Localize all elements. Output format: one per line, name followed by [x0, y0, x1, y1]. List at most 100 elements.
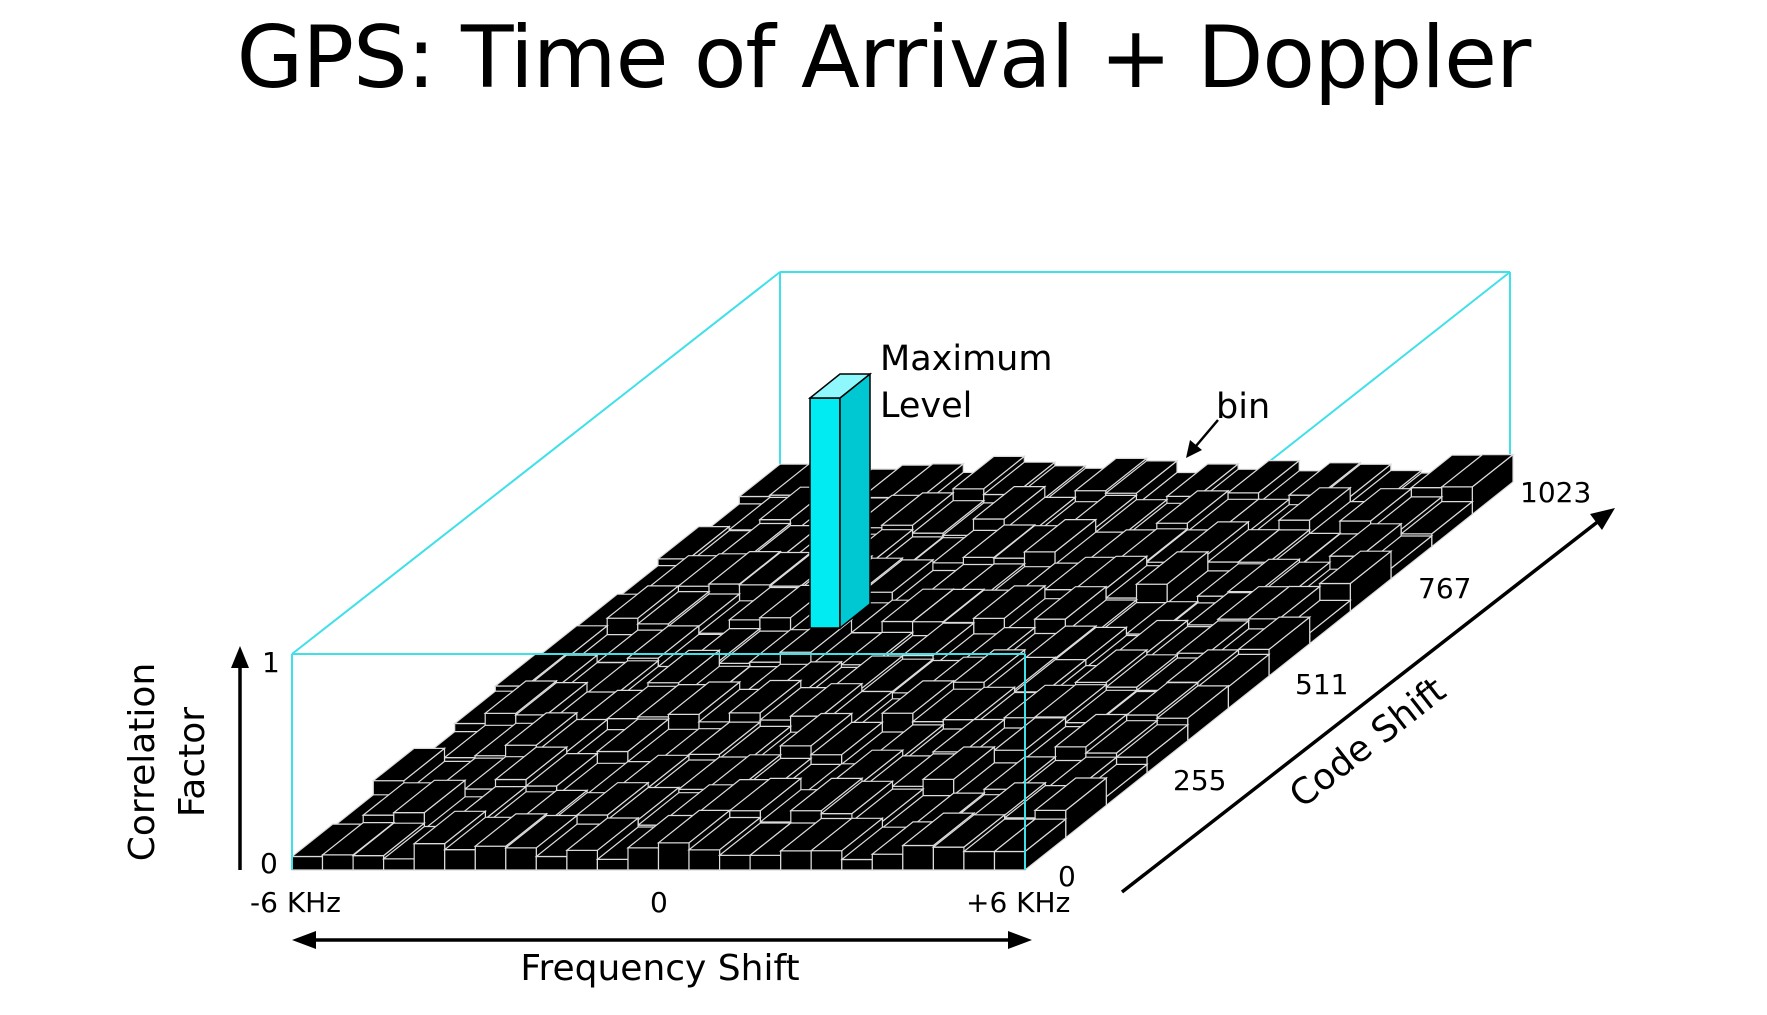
bin: [627, 847, 660, 871]
bin-grid: [290, 453, 1515, 872]
bin: [371, 747, 447, 782]
bin-label: bin: [1216, 387, 1270, 427]
correlation-tick-max: 1: [262, 646, 280, 679]
bin: [1084, 720, 1159, 754]
bin: [809, 721, 885, 756]
bin: [656, 809, 732, 844]
peak-bar: [807, 372, 873, 630]
bin: [1124, 682, 1200, 716]
bin: [493, 746, 569, 781]
bin: [291, 855, 324, 871]
bin: [788, 683, 864, 717]
bin: [657, 842, 690, 871]
frequency-tick-right: +6 KHz: [966, 886, 1070, 919]
bin: [636, 590, 711, 625]
bin: [383, 858, 415, 871]
bin: [666, 681, 742, 716]
bin: [900, 622, 976, 657]
bin: [320, 821, 396, 856]
bin: [605, 585, 681, 619]
bin: [1246, 585, 1322, 620]
bin: [941, 686, 1017, 721]
bin: [1104, 654, 1180, 688]
bin: [1114, 724, 1190, 758]
bin: [971, 486, 1047, 520]
bin: [880, 492, 955, 526]
bin: [871, 853, 904, 871]
bin: [1073, 649, 1149, 684]
bin: [921, 746, 997, 780]
bin: [1440, 454, 1515, 488]
frame-front: [291, 653, 1026, 870]
bin: [841, 858, 873, 871]
bin: [1033, 684, 1108, 718]
bin: [504, 814, 579, 849]
bin: [505, 847, 537, 871]
bin: [321, 854, 354, 871]
bin: [351, 822, 427, 857]
bin: [880, 680, 956, 714]
bin: [392, 779, 467, 814]
bin: [910, 588, 986, 623]
bin: [707, 550, 782, 585]
bin: [688, 849, 721, 871]
bin: [1073, 457, 1149, 492]
bin: [749, 854, 782, 871]
correlation-axis-label-line1: Correlation: [122, 663, 163, 862]
bin: [931, 718, 1007, 753]
bin: [901, 812, 976, 847]
bin: [1277, 487, 1352, 521]
bin: [1033, 777, 1109, 812]
bin: [778, 712, 854, 747]
bin: [780, 850, 812, 871]
bin: [1175, 620, 1251, 654]
bin: [963, 850, 996, 871]
correlation-tick-min: 0: [260, 847, 278, 880]
bin: [1155, 685, 1231, 719]
bin: [413, 842, 446, 871]
bin: [727, 679, 803, 714]
bin: [503, 712, 579, 746]
slide-title: GPS: Time of Arrival + Doppler: [236, 8, 1532, 108]
bin: [951, 455, 1027, 490]
bin: [412, 810, 488, 845]
peak-label-line1: Maximum: [880, 339, 1052, 379]
bin: [1155, 490, 1230, 524]
bin: [565, 817, 640, 851]
bin: [819, 780, 895, 815]
bin: [910, 500, 986, 534]
bin: [810, 850, 843, 871]
bin: [1226, 460, 1301, 494]
frequency-axis-arrow: [292, 931, 1032, 949]
bin: [687, 816, 763, 851]
bin: [1236, 529, 1312, 563]
bin: [1165, 463, 1240, 497]
bin: [961, 524, 1037, 559]
bin: [595, 718, 671, 753]
bin: [535, 855, 568, 871]
bin: [1033, 586, 1108, 620]
frame-back: [291, 271, 1511, 655]
frequency-tick-left: -6 KHz: [250, 886, 341, 919]
bin: [1022, 518, 1098, 553]
code-tick-0: 0: [1058, 860, 1076, 893]
bin: [566, 849, 599, 871]
frequency-axis-label: Frequency Shift: [520, 948, 799, 989]
bin: [902, 844, 935, 871]
bin: [1328, 523, 1403, 557]
bin: [727, 777, 803, 812]
bin: [1338, 488, 1414, 522]
bin: [352, 854, 385, 871]
bin: [859, 559, 935, 593]
bin: [1399, 501, 1475, 535]
bin: [483, 680, 559, 714]
bin: [444, 848, 476, 871]
bin: [992, 818, 1068, 853]
bin: [809, 817, 885, 852]
bin: [596, 858, 629, 871]
peak-label-line2: Level: [880, 386, 972, 426]
bin: [1226, 558, 1302, 593]
code-axis-arrow: [1120, 508, 1615, 894]
bin: [1287, 462, 1363, 496]
